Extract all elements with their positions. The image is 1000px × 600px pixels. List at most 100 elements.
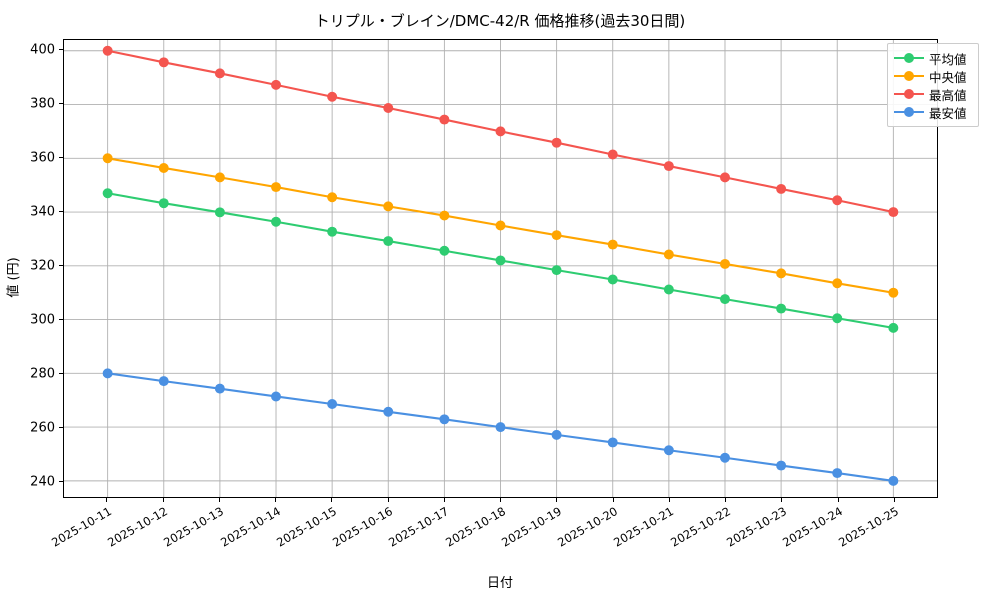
data-point-marker [271, 182, 282, 193]
y-tick-label: 300 [30, 312, 55, 328]
data-point-marker [663, 249, 674, 260]
data-point-marker [607, 149, 618, 160]
legend-marker-icon [904, 71, 914, 81]
series-1 [102, 188, 899, 333]
y-tick-mark [59, 49, 63, 51]
data-point-marker [551, 265, 562, 276]
data-point-marker [102, 45, 113, 56]
x-tick-mark [781, 498, 783, 502]
data-point-marker [439, 245, 450, 256]
data-point-marker [832, 313, 843, 324]
data-point-marker [551, 429, 562, 440]
data-point-marker [832, 468, 843, 479]
x-tick-mark [162, 498, 164, 502]
y-tick-label: 360 [30, 150, 55, 166]
y-tick-mark [59, 319, 63, 321]
legend-label: 最高値 [929, 87, 967, 103]
y-axis-tick-labels: 240 260 280 300 320 340 360 380 400 [0, 0, 55, 600]
data-point-marker [663, 284, 674, 295]
data-point-marker [551, 230, 562, 241]
y-tick-label: 380 [30, 96, 55, 112]
plot-svg [64, 40, 937, 497]
data-point-marker [102, 188, 113, 199]
legend-swatch-icon [894, 105, 924, 119]
data-point-marker [214, 207, 225, 218]
data-point-marker [832, 195, 843, 206]
data-point-marker [495, 126, 506, 137]
data-point-marker [439, 210, 450, 221]
series-3 [102, 45, 899, 218]
y-tick-label: 320 [30, 258, 55, 274]
y-tick-mark [59, 373, 63, 375]
data-point-marker [719, 294, 730, 305]
data-point-marker [776, 460, 787, 471]
x-tick-mark [668, 498, 670, 502]
data-point-marker [327, 91, 338, 102]
legend-swatch-icon [894, 87, 924, 101]
legend-label: 中央値 [929, 69, 967, 85]
data-point-marker [495, 255, 506, 266]
x-tick-mark [106, 498, 108, 502]
legend-item-1[interactable]: 平均値 [894, 49, 972, 67]
y-tick-mark [59, 157, 63, 159]
data-point-marker [102, 153, 113, 164]
legend-label: 最安値 [929, 105, 967, 121]
data-point-marker [607, 274, 618, 285]
data-point-marker [495, 422, 506, 433]
data-point-marker [439, 114, 450, 125]
y-tick-label: 240 [30, 474, 55, 490]
data-point-marker [776, 303, 787, 314]
data-point-marker [776, 183, 787, 194]
data-point-marker [888, 287, 899, 298]
data-point-marker [607, 239, 618, 250]
data-point-marker [719, 452, 730, 463]
data-point-marker [663, 445, 674, 456]
data-point-marker [439, 414, 450, 425]
data-point-marker [214, 383, 225, 394]
data-point-marker [271, 216, 282, 227]
data-point-marker [383, 201, 394, 212]
y-tick-mark [59, 103, 63, 105]
data-point-marker [327, 226, 338, 237]
data-point-marker [158, 198, 169, 209]
legend-marker-icon [904, 53, 914, 63]
y-tick-label: 400 [30, 42, 55, 58]
x-tick-mark [725, 498, 726, 502]
legend-item-2[interactable]: 中央値 [894, 67, 972, 85]
data-point-marker [776, 268, 787, 279]
x-tick-mark [331, 498, 333, 502]
data-point-marker [327, 399, 338, 409]
legend-marker-icon [904, 89, 914, 99]
x-tick-mark [500, 498, 501, 502]
x-axis-label: 日付 [486, 576, 513, 591]
x-tick-mark [556, 498, 558, 502]
data-point-marker [383, 406, 394, 417]
y-tick-mark [59, 481, 63, 483]
data-point-marker [495, 220, 506, 231]
data-point-marker [607, 437, 618, 448]
y-tick-mark [59, 211, 63, 213]
data-point-marker [158, 162, 169, 173]
legend-item-3[interactable]: 最高値 [894, 85, 972, 103]
data-point-marker [214, 68, 225, 79]
x-tick-mark [387, 498, 389, 502]
data-point-marker [719, 258, 730, 269]
legend-marker-icon [904, 107, 914, 117]
data-point-marker [158, 376, 169, 387]
y-tick-mark [59, 265, 63, 267]
data-point-marker [663, 161, 674, 172]
x-tick-label: 2025-10-11 [48, 504, 114, 550]
series-2 [102, 153, 899, 298]
data-point-marker [327, 192, 338, 203]
legend-swatch-icon [894, 69, 924, 83]
x-tick-mark [275, 498, 276, 502]
legend-label: 平均値 [929, 51, 967, 67]
data-point-marker [271, 391, 282, 402]
x-tick-mark [612, 498, 614, 502]
x-tick-mark [443, 498, 445, 502]
data-point-marker [888, 475, 899, 486]
series-4 [102, 368, 899, 486]
legend-item-4[interactable]: 最安値 [894, 103, 972, 121]
plot-area [63, 39, 938, 498]
